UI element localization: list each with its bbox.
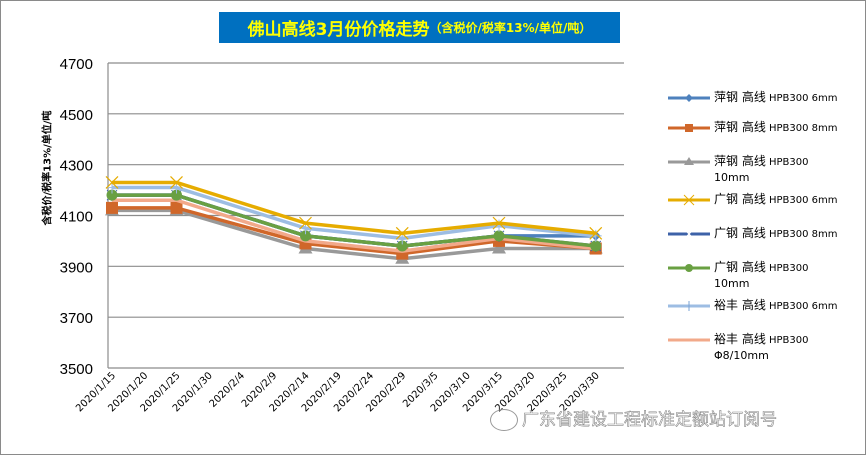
data-point-x-icon bbox=[589, 226, 603, 240]
legend-label: 广钢 高线 HPB300 10mm bbox=[714, 260, 809, 290]
data-point-circle-icon bbox=[396, 240, 408, 252]
chart-title: 佛山高线3月份价格走势 （含税价/税率13%/单位/吨） bbox=[219, 12, 620, 43]
y-tick-label: 4500 bbox=[60, 107, 93, 124]
series-line bbox=[112, 206, 596, 256]
watermark: 广东省建设工程标准定额站订阅号 bbox=[490, 405, 777, 431]
legend-swatch-icon bbox=[668, 124, 710, 132]
data-point-circle-icon bbox=[493, 230, 505, 242]
y-tick-label: 3700 bbox=[60, 310, 93, 327]
data-point-x-icon bbox=[170, 176, 183, 189]
y-tick-label: 3900 bbox=[60, 259, 93, 276]
data-point-circle-icon bbox=[300, 230, 311, 242]
data-point-circle-icon bbox=[171, 189, 182, 201]
legend-label: 裕丰 高线 HPB300 Φ8/10mm bbox=[714, 332, 809, 362]
data-point-x-icon bbox=[492, 216, 506, 230]
data-point-triangle-icon bbox=[492, 241, 506, 254]
data-point-circle-icon bbox=[106, 189, 118, 201]
series-line bbox=[112, 180, 596, 236]
legend-swatch-icon bbox=[668, 94, 710, 102]
legend-label: 广钢 高线 HPB300 6mm bbox=[714, 192, 838, 206]
series-line bbox=[112, 193, 596, 248]
series-line bbox=[112, 208, 596, 261]
y-tick-label: 4100 bbox=[60, 209, 93, 226]
legend-label: 萍钢 高线 HPB300 8mm bbox=[714, 120, 838, 134]
y-tick-label: 4700 bbox=[60, 56, 93, 73]
series-line bbox=[112, 185, 596, 241]
data-point-x-icon bbox=[299, 216, 312, 230]
legend-label: 萍钢 高线 HPB300 10mm bbox=[714, 154, 809, 184]
data-point-circle-icon bbox=[590, 240, 602, 252]
data-point-square-icon bbox=[170, 201, 183, 214]
legend-swatch-icon bbox=[668, 301, 710, 311]
legend-swatch-icon bbox=[668, 194, 710, 206]
legend-swatch-icon bbox=[668, 338, 710, 342]
data-point-x-icon bbox=[395, 226, 409, 240]
legend-label: 萍钢 高线 HPB300 6mm bbox=[714, 90, 838, 104]
data-point-x-icon bbox=[105, 176, 119, 189]
legend-swatch-icon bbox=[668, 264, 710, 272]
legend-swatch-icon bbox=[668, 229, 710, 239]
chart-title-main: 佛山高线3月份价格走势 bbox=[247, 20, 430, 40]
chart-title-sub: （含税价/税率13%/单位/吨） bbox=[429, 21, 592, 35]
wechat-icon bbox=[490, 409, 518, 431]
series-line bbox=[112, 198, 596, 253]
data-point-square-icon bbox=[106, 201, 118, 214]
y-tick-label: 4300 bbox=[60, 158, 93, 175]
legend-label: 广钢 高线 HPB300 8mm bbox=[714, 226, 838, 240]
legend-swatch-icon bbox=[668, 157, 710, 165]
legend-label: 裕丰 高线 HPB300 6mm bbox=[714, 298, 838, 312]
y-tick-label: 3500 bbox=[60, 361, 93, 378]
watermark-text: 广东省建设工程标准定额站订阅号 bbox=[522, 410, 778, 431]
